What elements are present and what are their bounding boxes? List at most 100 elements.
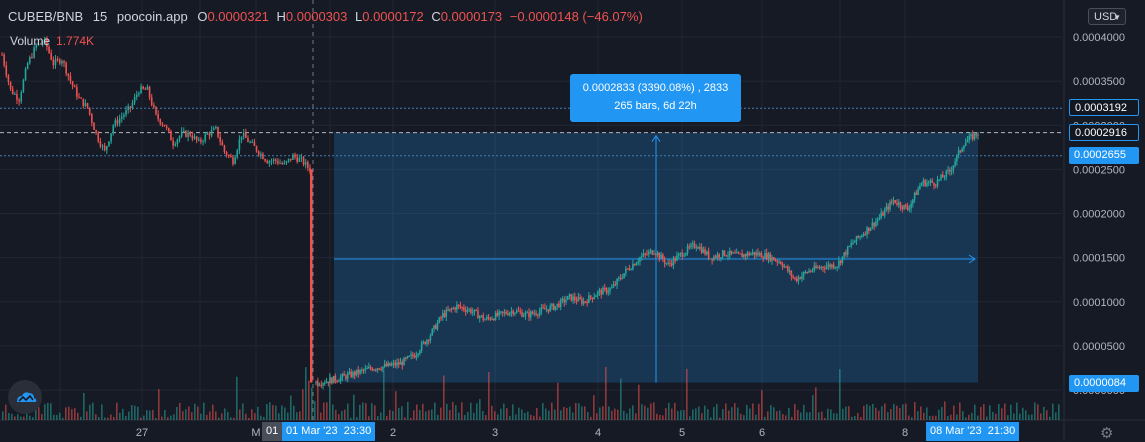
candle-body <box>971 134 974 140</box>
volume-bar <box>959 402 961 420</box>
candle-body <box>464 309 467 312</box>
candle-body <box>234 157 236 165</box>
candle-body <box>413 356 416 358</box>
candle-body <box>537 314 539 316</box>
cloud-icon <box>17 392 37 402</box>
volume-bar <box>140 417 142 420</box>
y-tick-label: 0.0000500 <box>1073 341 1125 353</box>
volume-bar <box>965 417 967 420</box>
candle-body <box>332 375 335 384</box>
candle-body <box>934 185 937 187</box>
volume-bar <box>230 417 232 420</box>
candle-body <box>287 158 290 162</box>
candle-body <box>249 141 251 143</box>
candle-body <box>431 328 434 336</box>
candle-body <box>212 128 215 131</box>
currency-select[interactable]: USD ▼ <box>1088 8 1126 25</box>
candle-body <box>371 368 374 371</box>
candle-body <box>46 38 48 47</box>
candle-body <box>247 137 249 143</box>
volume-bar <box>314 401 316 420</box>
low-value: 0.0000172 <box>362 9 424 24</box>
volume-bar <box>326 402 328 420</box>
candle-body <box>584 301 587 303</box>
candle-body <box>189 132 192 136</box>
candle-body <box>593 296 595 300</box>
candle-body <box>14 93 16 95</box>
candle-body <box>230 155 232 158</box>
candle-body <box>633 264 636 266</box>
candle-body <box>526 312 529 314</box>
candle-body <box>93 122 95 131</box>
candle-body <box>362 369 365 371</box>
candle-body <box>52 59 55 66</box>
gear-icon[interactable]: ⚙ <box>1100 425 1114 442</box>
candle-body <box>88 107 91 115</box>
candle-body <box>86 103 89 108</box>
volume-bar <box>317 377 319 420</box>
volume-bar <box>161 416 163 420</box>
candle-body <box>385 363 388 367</box>
volume-bar <box>659 414 661 420</box>
y-tick-label: 0.0002500 <box>1073 164 1125 176</box>
volume-bar <box>1004 403 1006 420</box>
volume-bar <box>650 403 652 420</box>
candle-body <box>686 246 689 253</box>
volume-bar <box>281 405 283 420</box>
candle-body <box>193 136 196 139</box>
candle-body <box>929 180 932 182</box>
candle-body <box>619 277 622 279</box>
candle-body <box>609 288 611 292</box>
candle-body <box>334 375 337 381</box>
candle-body <box>106 146 108 151</box>
volume-bar <box>464 414 466 420</box>
volume-bar <box>683 410 685 420</box>
interval-label[interactable]: 15 <box>92 9 108 24</box>
volume-bar <box>563 406 565 420</box>
volume-bar <box>719 417 721 420</box>
candle-body <box>350 371 353 377</box>
candle-body <box>403 357 405 366</box>
poocoin-logo[interactable] <box>8 380 42 414</box>
candle-body <box>635 263 638 266</box>
candle-body <box>540 307 543 312</box>
candle-body <box>522 315 525 317</box>
candle-body <box>191 135 194 139</box>
candle-body <box>718 254 720 258</box>
candle-body <box>422 341 425 344</box>
volume-bar <box>209 411 211 420</box>
volume-bar <box>20 416 22 420</box>
volume-bar <box>17 414 19 420</box>
candle-body <box>58 59 61 64</box>
volume-bar <box>86 411 88 420</box>
volume-bar <box>560 410 562 420</box>
candle-body <box>315 381 317 383</box>
symbol-label[interactable]: CUBEB/BNB <box>8 9 84 24</box>
volume-bar <box>302 389 304 420</box>
candle-body <box>364 368 367 371</box>
y-tick-label: 0.0001000 <box>1073 297 1125 309</box>
volume-bar <box>257 406 259 420</box>
candle-body <box>123 114 125 117</box>
candle-body <box>496 312 499 316</box>
candle-body <box>515 310 518 313</box>
volume-bar <box>356 417 358 420</box>
volume-bar <box>1034 402 1036 420</box>
volume-bar <box>881 406 883 420</box>
volume-bar <box>11 413 13 420</box>
candle-body <box>568 294 571 296</box>
candle-body <box>427 339 430 341</box>
candle-body <box>339 377 342 381</box>
volume-bar <box>731 407 733 420</box>
volume-bar <box>260 415 262 420</box>
volume-bar <box>491 405 493 420</box>
candle-body <box>822 266 824 268</box>
candle-body <box>200 139 202 142</box>
volume-bar <box>692 409 694 420</box>
candle-body <box>572 296 574 301</box>
volume-bar <box>803 404 805 420</box>
volume-bar <box>137 406 139 420</box>
candle-body <box>159 119 162 124</box>
candle-body <box>31 57 33 59</box>
